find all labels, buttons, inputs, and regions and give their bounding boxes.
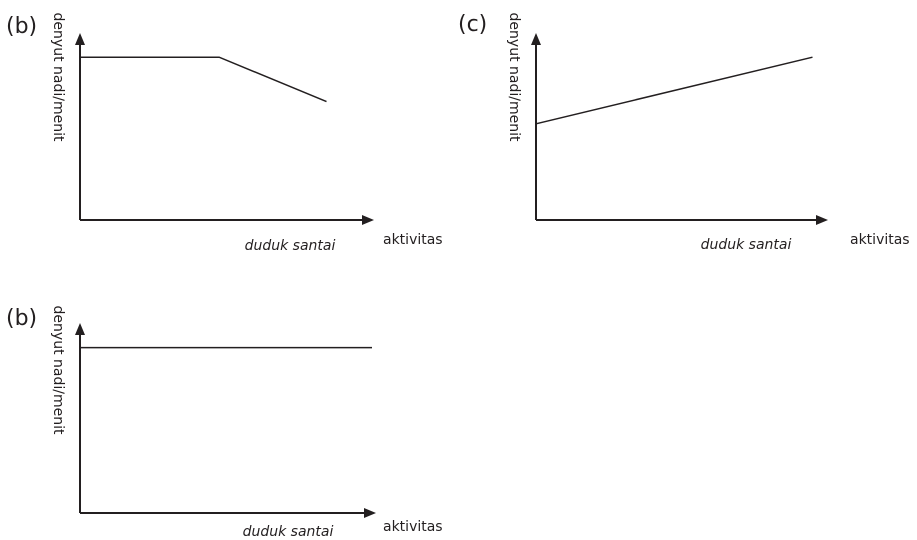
series-line — [80, 56, 327, 103]
chart-panel-2: (c) denyut nadi/menit duduk santai aktivita… — [458, 12, 910, 253]
y-axis-label: denyut nadi/menit — [506, 13, 522, 142]
series-line — [535, 56, 813, 125]
x-axis-arrow-icon — [364, 508, 376, 518]
x-axis-arrow-icon — [816, 215, 828, 225]
x-axis-label: aktivitas — [850, 232, 910, 248]
y-axis-label: denyut nadi/menit — [50, 13, 66, 142]
chart-panel-1: (b) denyut nadi/menit duduk santai aktivita… — [6, 13, 443, 254]
panel-label: (c) — [458, 12, 487, 37]
x-tick-label: duduk santai — [243, 524, 334, 540]
x-axis-arrow-icon — [362, 215, 374, 225]
x-tick-label: duduk santai — [701, 237, 792, 253]
y-axis-arrow-icon — [531, 33, 541, 45]
y-axis-label: denyut nadi/menit — [50, 306, 66, 435]
panel-label: (b) — [6, 14, 37, 39]
chart-panel-3: (b) denyut nadi/menit duduk santai aktivita… — [6, 306, 443, 540]
x-axis-label: aktivitas — [383, 232, 443, 248]
x-tick-label: duduk santai — [245, 238, 336, 254]
x-axis-label: aktivitas — [383, 519, 443, 535]
panel-label: (b) — [6, 306, 37, 331]
y-axis-arrow-icon — [75, 33, 85, 45]
y-axis-arrow-icon — [75, 323, 85, 335]
